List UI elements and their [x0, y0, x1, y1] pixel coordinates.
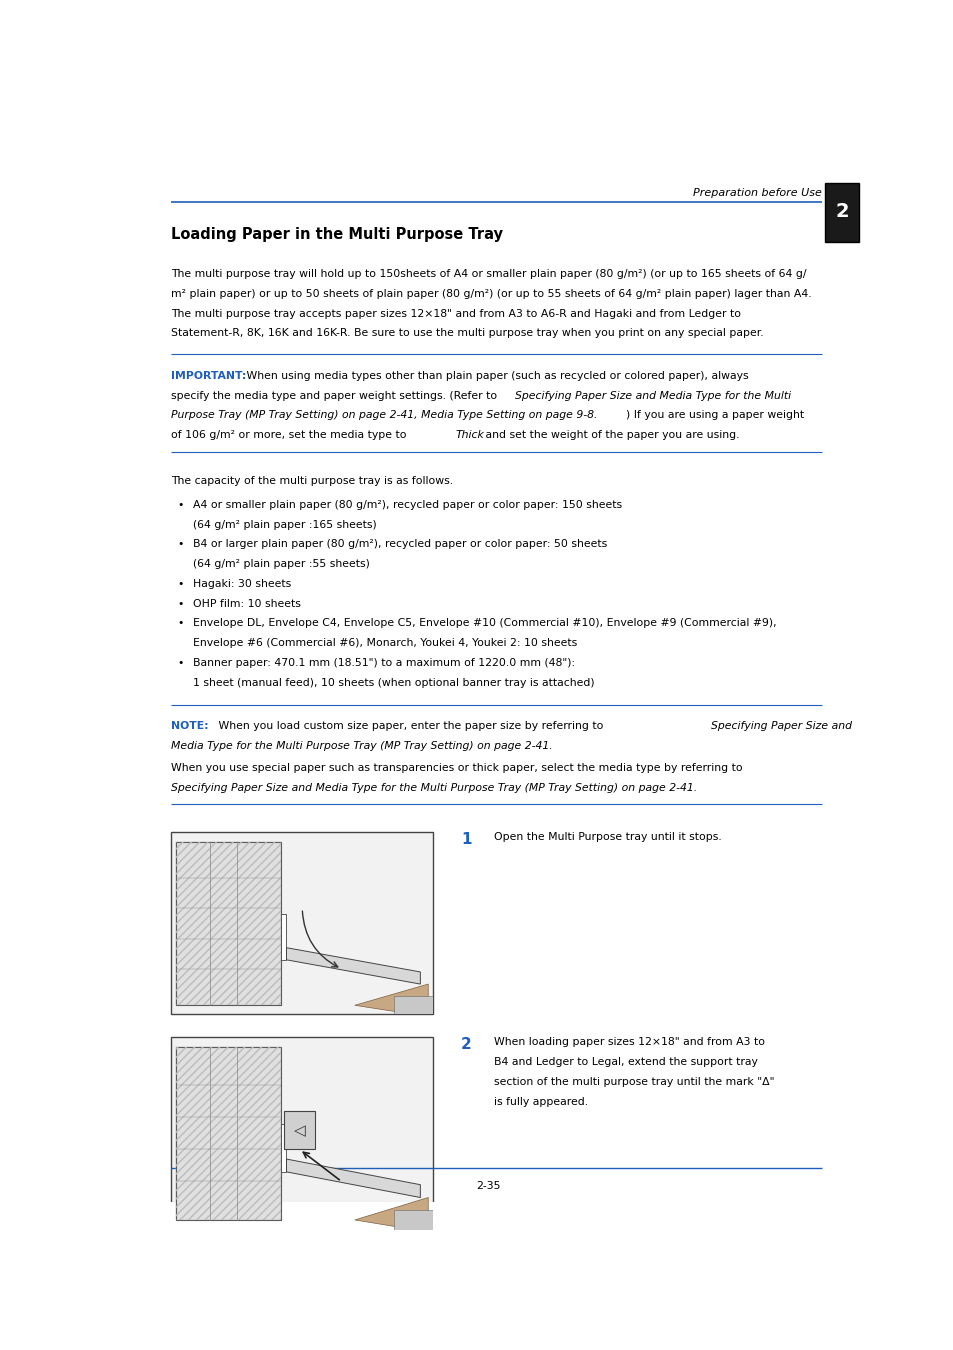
- Text: Purpose Tray (MP Tray Setting) on page 2-41, Media Type Setting on page 9-8.: Purpose Tray (MP Tray Setting) on page 2…: [171, 410, 597, 420]
- Text: Specifying Paper Size and Media Type for the Multi Purpose Tray (MP Tray Setting: Specifying Paper Size and Media Type for…: [171, 783, 697, 792]
- Text: specify the media type and paper weight settings. (Refer to: specify the media type and paper weight …: [171, 390, 500, 401]
- Bar: [171, 833, 433, 1014]
- Text: When you use special paper such as transparencies or thick paper, select the med: When you use special paper such as trans…: [171, 763, 741, 772]
- Text: When you load custom size paper, enter the paper size by referring to: When you load custom size paper, enter t…: [215, 721, 607, 732]
- Text: When loading paper sizes 12×18" and from A3 to: When loading paper sizes 12×18" and from…: [494, 1037, 764, 1048]
- Text: Media Type for the Multi Purpose Tray (MP Tray Setting) on page 2-41.: Media Type for the Multi Purpose Tray (M…: [171, 741, 552, 751]
- Text: 2: 2: [460, 1037, 471, 1052]
- Text: OHP film: 10 sheets: OHP film: 10 sheets: [193, 598, 301, 609]
- Text: and set the weight of the paper you are using.: and set the weight of the paper you are …: [481, 431, 739, 440]
- Text: Preparation before Use: Preparation before Use: [692, 188, 821, 198]
- Text: •: •: [176, 500, 183, 510]
- Text: •: •: [176, 540, 183, 549]
- Text: B4 or larger plain paper (80 g/m²), recycled paper or color paper: 50 sheets: B4 or larger plain paper (80 g/m²), recy…: [193, 540, 607, 549]
- Text: Thick: Thick: [456, 431, 484, 440]
- Text: Loading Paper in the Multi Purpose Tray: Loading Paper in the Multi Purpose Tray: [171, 228, 502, 243]
- Text: •: •: [176, 657, 183, 668]
- Bar: [171, 1037, 433, 1230]
- Text: NOTE:: NOTE:: [171, 721, 209, 732]
- Text: •: •: [176, 579, 183, 589]
- Text: The multi purpose tray accepts paper sizes 12×18" and from A3 to A6-R and Hagaki: The multi purpose tray accepts paper siz…: [171, 309, 740, 319]
- Text: section of the multi purpose tray until the mark "Δ": section of the multi purpose tray until …: [494, 1077, 774, 1087]
- Text: Envelope DL, Envelope C4, Envelope C5, Envelope #10 (Commercial #10), Envelope #: Envelope DL, Envelope C4, Envelope C5, E…: [193, 618, 776, 628]
- Text: B4 and Ledger to Legal, extend the support tray: B4 and Ledger to Legal, extend the suppo…: [494, 1057, 758, 1066]
- Text: (64 g/m² plain paper :55 sheets): (64 g/m² plain paper :55 sheets): [193, 559, 370, 570]
- Text: Statement-R, 8K, 16K and 16K-R. Be sure to use the multi purpose tray when you p: Statement-R, 8K, 16K and 16K-R. Be sure …: [171, 328, 762, 339]
- Text: (64 g/m² plain paper :165 sheets): (64 g/m² plain paper :165 sheets): [193, 520, 376, 529]
- Text: ) If you are using a paper weight: ) If you are using a paper weight: [625, 410, 803, 420]
- Text: When using media types other than plain paper (such as recycled or colored paper: When using media types other than plain …: [243, 371, 748, 381]
- Text: •: •: [176, 598, 183, 609]
- Text: of 106 g/m² or more, set the media type to: of 106 g/m² or more, set the media type …: [171, 431, 410, 440]
- Text: Hagaki: 30 sheets: Hagaki: 30 sheets: [193, 579, 291, 589]
- Text: 2-35: 2-35: [476, 1181, 500, 1191]
- Text: Banner paper: 470.1 mm (18.51") to a maximum of 1220.0 mm (48"):: Banner paper: 470.1 mm (18.51") to a max…: [193, 657, 575, 668]
- Text: IMPORTANT:: IMPORTANT:: [171, 371, 246, 381]
- Text: The multi purpose tray will hold up to 150sheets of A4 or smaller plain paper (8: The multi purpose tray will hold up to 1…: [171, 269, 805, 279]
- Text: The capacity of the multi purpose tray is as follows.: The capacity of the multi purpose tray i…: [171, 477, 453, 486]
- Text: Open the Multi Purpose tray until it stops.: Open the Multi Purpose tray until it sto…: [494, 833, 721, 842]
- Text: is fully appeared.: is fully appeared.: [494, 1096, 588, 1107]
- Text: m² plain paper) or up to 50 sheets of plain paper (80 g/m²) (or up to 55 sheets : m² plain paper) or up to 50 sheets of pl…: [171, 289, 811, 298]
- Text: 1 sheet (manual feed), 10 sheets (when optional banner tray is attached): 1 sheet (manual feed), 10 sheets (when o…: [193, 678, 594, 687]
- Text: A4 or smaller plain paper (80 g/m²), recycled paper or color paper: 150 sheets: A4 or smaller plain paper (80 g/m²), rec…: [193, 500, 621, 510]
- Text: 2: 2: [834, 202, 848, 221]
- Text: Envelope #6 (Commercial #6), Monarch, Youkei 4, Youkei 2: 10 sheets: Envelope #6 (Commercial #6), Monarch, Yo…: [193, 639, 577, 648]
- Text: 1: 1: [460, 833, 471, 848]
- Text: Specifying Paper Size and: Specifying Paper Size and: [710, 721, 851, 732]
- Text: Specifying Paper Size and Media Type for the Multi: Specifying Paper Size and Media Type for…: [515, 390, 790, 401]
- Text: •: •: [176, 618, 183, 628]
- FancyBboxPatch shape: [824, 182, 858, 242]
